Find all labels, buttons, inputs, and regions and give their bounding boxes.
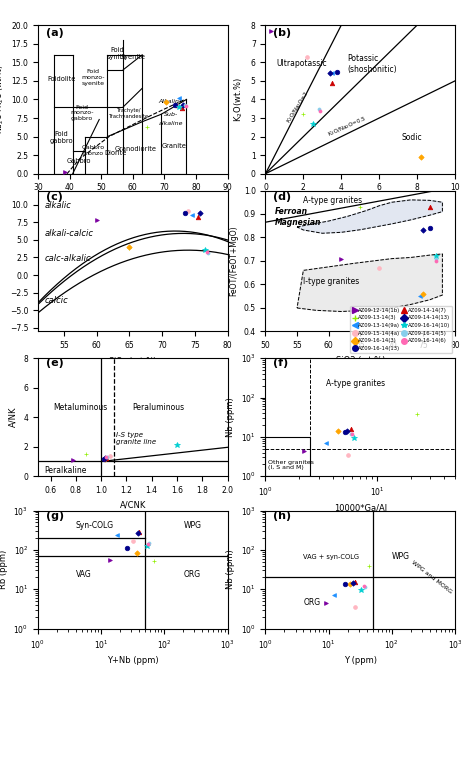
Y-axis label: Nb (ppm): Nb (ppm) [226, 549, 235, 590]
Text: (e): (e) [46, 358, 63, 368]
Y-axis label: K$_2$O(wt.%): K$_2$O(wt.%) [233, 77, 245, 122]
Text: VAG + syn-COLG: VAG + syn-COLG [303, 554, 359, 559]
Text: Granodiorite: Granodiorite [115, 146, 157, 152]
Text: Granite: Granite [161, 142, 186, 149]
Text: Metaluminous: Metaluminous [53, 403, 107, 411]
Text: Peralkaline: Peralkaline [44, 466, 87, 475]
Text: calc-alkalic: calc-alkalic [45, 254, 91, 263]
Polygon shape [297, 200, 442, 233]
Y-axis label: Na$_2$O+K$_2$O (wt.%): Na$_2$O+K$_2$O (wt.%) [0, 65, 6, 134]
X-axis label: 10000*Ga/Al: 10000*Ga/Al [334, 504, 387, 513]
Text: VAG: VAG [76, 571, 92, 579]
Text: K$_2$O/Na$_2$O=2: K$_2$O/Na$_2$O=2 [284, 89, 311, 125]
X-axis label: SiO$_2$(wt.%): SiO$_2$(wt.%) [109, 198, 156, 210]
Text: WPG and MORG: WPG and MORG [411, 559, 453, 594]
Text: I-type granites: I-type granites [303, 277, 360, 287]
Text: WPG: WPG [183, 521, 201, 530]
X-axis label: SiO2 (wt.%): SiO2 (wt.%) [336, 356, 385, 365]
X-axis label: A/CNK: A/CNK [119, 501, 146, 510]
Text: Sub-: Sub- [164, 112, 178, 117]
Text: A-type granites: A-type granites [303, 197, 363, 206]
Text: WPG: WPG [392, 552, 410, 561]
Text: Foid
gabbro: Foid gabbro [50, 130, 73, 143]
Text: (d): (d) [273, 192, 291, 203]
Text: I-S type
granite line: I-S type granite line [116, 431, 156, 445]
Text: ORG: ORG [303, 598, 320, 607]
Text: (b): (b) [273, 27, 291, 37]
Y-axis label: Nb (ppm): Nb (ppm) [226, 397, 235, 437]
Text: Diorite: Diorite [104, 150, 127, 156]
Text: Other granites
(I, S and M): Other granites (I, S and M) [268, 459, 314, 470]
Y-axis label: Rb (ppm): Rb (ppm) [0, 550, 8, 589]
Text: Foidolite: Foidolite [47, 76, 76, 82]
Y-axis label: FeOT/(FeOT+MgO): FeOT/(FeOT+MgO) [229, 226, 238, 296]
X-axis label: Y (ppm): Y (ppm) [344, 656, 377, 665]
Text: Peraluminous: Peraluminous [133, 403, 185, 411]
Text: Sodic: Sodic [402, 133, 423, 142]
Text: alkaline: alkaline [158, 121, 183, 126]
Text: Alkaline: Alkaline [158, 99, 183, 104]
Text: (c): (c) [46, 192, 63, 203]
Y-axis label: Na$_2$O+K$_2$O-CaO (wt.%): Na$_2$O+K$_2$O-CaO (wt.%) [0, 216, 4, 306]
Text: calcic: calcic [45, 296, 68, 306]
Text: alkalic: alkalic [45, 201, 71, 210]
Text: Ferroan
Magnesian: Ferroan Magnesian [275, 207, 321, 226]
X-axis label: Y+Nb (ppm): Y+Nb (ppm) [107, 656, 158, 665]
Y-axis label: A/NK: A/NK [9, 407, 18, 427]
Text: Potassic
(shoshonitic): Potassic (shoshonitic) [347, 54, 397, 74]
Text: Trachyte/
Trachyandesite: Trachyte/ Trachyandesite [109, 108, 150, 119]
Text: Foid
monzo-
syenite: Foid monzo- syenite [82, 69, 105, 85]
Text: A-type granites: A-type granites [326, 379, 385, 388]
Text: Syn-COLG: Syn-COLG [76, 521, 114, 530]
Text: Foid
synite: Foid synite [107, 46, 127, 59]
Text: ORG: ORG [183, 571, 201, 579]
Text: alkali-calcic: alkali-calcic [45, 229, 93, 239]
X-axis label: Na$_2$O(wt.%): Na$_2$O(wt.%) [335, 198, 385, 210]
Text: Gabbro: Gabbro [67, 158, 91, 164]
Text: Ultrapotassic: Ultrapotassic [277, 59, 328, 68]
Legend: AZ09-12-14(1b), AZ09-13-14(3), AZ09-13-14(9a), AZ09-15-14(4a), AZ09-16-14(3), AZ: AZ09-12-14(1b), AZ09-13-14(3), AZ09-13-1… [350, 306, 452, 353]
Text: (f): (f) [273, 358, 288, 368]
Text: Foid
monzo-
gabbro: Foid monzo- gabbro [71, 104, 94, 121]
Text: (g): (g) [46, 511, 64, 520]
Polygon shape [297, 254, 442, 312]
Text: Syenite: Syenite [120, 53, 145, 59]
Text: (h): (h) [273, 511, 291, 520]
Text: (a): (a) [46, 27, 63, 37]
Text: K$_2$O/Na$_2$O=0.5: K$_2$O/Na$_2$O=0.5 [326, 114, 368, 139]
X-axis label: SiO$_2$ (wt.%): SiO$_2$ (wt.%) [108, 356, 157, 368]
Text: Gabbro
monzo: Gabbro monzo [82, 146, 105, 156]
